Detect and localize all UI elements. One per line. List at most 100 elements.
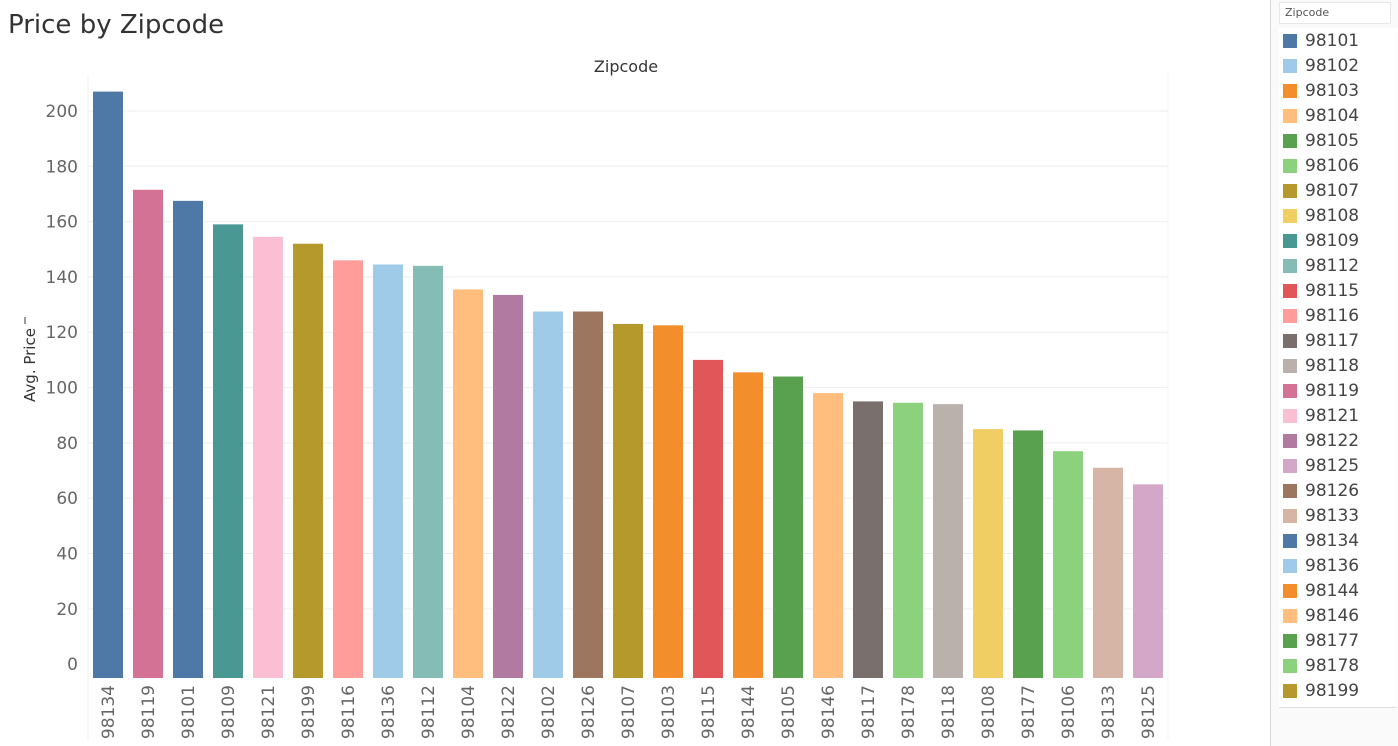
legend-item-98115[interactable]: 98115 (1283, 278, 1393, 303)
x-tick-label: 98126 (579, 685, 599, 739)
bar-98115[interactable] (693, 359, 723, 678)
legend-swatch (1283, 133, 1297, 148)
legend-label: 98119 (1305, 380, 1360, 401)
legend-item-98102[interactable]: 98102 (1283, 53, 1393, 78)
legend-panel: Zipcode 98101 98102 98103 98104 98105 98106 98… (1270, 0, 1398, 746)
legend-swatch (1283, 583, 1297, 598)
legend-item-98106[interactable]: 98106 (1283, 153, 1393, 178)
bar-98102[interactable] (533, 311, 563, 678)
bar-98108[interactable] (973, 429, 1003, 678)
legend-label: 98104 (1305, 105, 1360, 126)
legend-label: 98105 (1305, 130, 1360, 151)
legend-label: 98126 (1305, 480, 1360, 501)
y-axis-ticks: 0 20 40 60 80 100 120 140 160 180 200 (46, 102, 78, 675)
legend-swatch (1283, 383, 1297, 398)
x-tick-label: 98118 (939, 685, 959, 739)
legend-item-98118[interactable]: 98118 (1283, 353, 1393, 378)
bar-98146[interactable] (813, 393, 843, 678)
legend-swatch (1283, 658, 1297, 673)
bar-98121[interactable] (253, 236, 283, 679)
legend-item-98116[interactable]: 98116 (1283, 303, 1393, 328)
bar-98177[interactable] (1013, 430, 1043, 678)
legend-item-98104[interactable]: 98104 (1283, 103, 1393, 128)
legend-label: 98102 (1305, 55, 1360, 76)
legend-item-98109[interactable]: 98109 (1283, 228, 1393, 253)
x-tick-label: 98107 (619, 685, 639, 739)
y-tick-label: 200 (46, 102, 78, 122)
y-tick-label: 140 (46, 268, 78, 288)
legend-item-98105[interactable]: 98105 (1283, 128, 1393, 153)
legend-swatch (1283, 208, 1297, 223)
legend-item-98112[interactable]: 98112 (1283, 253, 1393, 278)
legend-swatch (1283, 158, 1297, 173)
legend-item-98126[interactable]: 98126 (1283, 478, 1393, 503)
bar-98105[interactable] (773, 376, 803, 679)
bar-98109[interactable] (213, 224, 243, 678)
legend-item-98125[interactable]: 98125 (1283, 453, 1393, 478)
legend-swatch (1283, 508, 1297, 523)
legend-swatch (1283, 358, 1297, 373)
legend-item-98133[interactable]: 98133 (1283, 503, 1393, 528)
bar-98104[interactable] (453, 289, 483, 678)
x-tick-label: 98108 (979, 685, 999, 739)
legend-divider (1279, 707, 1397, 708)
bar-98122[interactable] (493, 294, 523, 678)
bar-98101[interactable] (173, 200, 203, 678)
bar-98112[interactable] (413, 265, 443, 678)
legend-swatch (1283, 408, 1297, 423)
bar-98136[interactable] (373, 264, 403, 678)
x-tick-label: 98119 (139, 685, 159, 739)
legend-swatch (1283, 333, 1297, 348)
bar-98117[interactable] (853, 401, 883, 678)
x-tick-label: 98101 (179, 685, 199, 739)
x-tick-label: 98122 (499, 685, 519, 739)
legend-item-98136[interactable]: 98136 (1283, 553, 1393, 578)
bar-98103[interactable] (653, 325, 683, 678)
legend-item-98177[interactable]: 98177 (1283, 628, 1393, 653)
bar-98125[interactable] (1133, 484, 1163, 678)
legend-swatch (1283, 433, 1297, 448)
legend-swatch (1283, 33, 1297, 48)
legend-item-98122[interactable]: 98122 (1283, 428, 1393, 453)
legend-item-98117[interactable]: 98117 (1283, 328, 1393, 353)
legend-item-98178[interactable]: 98178 (1283, 653, 1393, 678)
legend-swatch (1283, 58, 1297, 73)
bar-98106[interactable] (1053, 451, 1083, 678)
legend-label: 98125 (1305, 455, 1360, 476)
legend-item-98199[interactable]: 98199 (1283, 678, 1393, 703)
legend-item-98144[interactable]: 98144 (1283, 578, 1393, 603)
legend-swatch (1283, 283, 1297, 298)
legend-item-98119[interactable]: 98119 (1283, 378, 1393, 403)
legend-swatch (1283, 108, 1297, 123)
bar-98199[interactable] (293, 243, 323, 678)
bar-98144[interactable] (733, 372, 763, 678)
x-tick-label: 98105 (779, 685, 799, 739)
legend-item-98134[interactable]: 98134 (1283, 528, 1393, 553)
bar-98126[interactable] (573, 311, 603, 678)
legend-label: 98108 (1305, 205, 1360, 226)
bar-98134[interactable] (93, 91, 123, 679)
y-tick-label: 80 (56, 434, 78, 454)
y-tick-label: 160 (46, 213, 78, 233)
bar-98118[interactable] (933, 404, 963, 678)
y-tick-label: 120 (46, 323, 78, 343)
legend-item-98101[interactable]: 98101 (1283, 28, 1393, 53)
legend-item-98146[interactable]: 98146 (1283, 603, 1393, 628)
bar-98119[interactable] (133, 189, 163, 678)
bar-98178[interactable] (893, 402, 923, 678)
legend-label: 98134 (1305, 530, 1360, 551)
legend-item-98103[interactable]: 98103 (1283, 78, 1393, 103)
bar-98116[interactable] (333, 260, 363, 678)
legend-item-98108[interactable]: 98108 (1283, 203, 1393, 228)
legend-item-98121[interactable]: 98121 (1283, 403, 1393, 428)
legend-swatch (1283, 83, 1297, 98)
legend-item-98107[interactable]: 98107 (1283, 178, 1393, 203)
bar-98133[interactable] (1093, 467, 1123, 678)
chart-title: Zipcode (594, 57, 658, 76)
legend-swatch (1283, 533, 1297, 548)
x-tick-label: 98133 (1099, 685, 1119, 739)
x-axis-ticks: 98134 98119 98101 98109 98121 98199 98116 98136… (99, 685, 1159, 739)
bar-98107[interactable] (613, 323, 643, 678)
x-tick-label: 98104 (459, 685, 479, 739)
